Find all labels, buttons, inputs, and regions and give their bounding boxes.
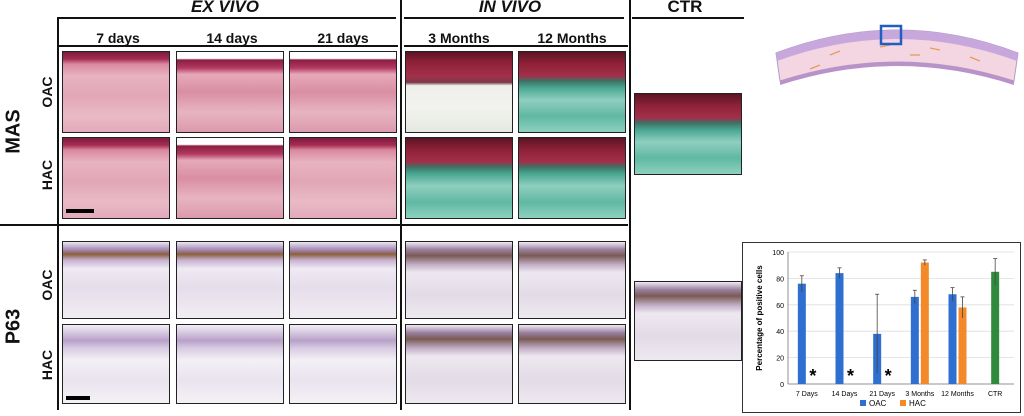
ex-vivo-header: EX VIVO (190, 0, 260, 16)
mas-hac-14days-image (176, 137, 284, 219)
p63-oac-7days-image (62, 241, 170, 319)
row-oac-p63: OAC (39, 269, 55, 301)
significance-asterisk: * (809, 366, 816, 386)
mas-hac-21days-image (289, 137, 397, 219)
cornea-diagram (775, 24, 1019, 85)
p63-hac-12months-image (518, 324, 626, 404)
divider-exvivo-invivo (400, 0, 402, 410)
col-rule-left (58, 45, 398, 47)
p63-ctr-image (634, 281, 742, 361)
y-tick-label: 20 (776, 356, 784, 363)
p63-scale-bar (66, 396, 90, 400)
group-mas-label: MAS (2, 109, 25, 154)
p63-oac-3months-image (405, 241, 513, 319)
x-tick-label: 21 Days (869, 391, 895, 398)
y-tick-label: 40 (776, 329, 784, 336)
p63-hac-14days-image (176, 324, 284, 404)
x-tick-label: 14 Days (832, 391, 858, 398)
in-vivo-rule (404, 17, 624, 19)
x-tick-label: 3 Months (905, 391, 934, 398)
ctr-header: CTR (667, 0, 703, 16)
in-vivo-header: IN VIVO (478, 0, 542, 16)
row-hac-p63: HAC (39, 349, 55, 381)
mas-oac-12months-image (518, 51, 626, 133)
x-tick-label: CTR (988, 391, 1002, 398)
y-tick-label: 80 (776, 276, 784, 283)
bar-hac (958, 307, 967, 384)
cornea-endothelium (780, 62, 1014, 85)
left-divider (57, 17, 59, 410)
mas-oac-7days-image (62, 51, 170, 133)
mas-ctr-image (634, 93, 742, 175)
bar-oac (797, 283, 806, 384)
region-of-interest-box (879, 24, 903, 46)
significance-asterisk: * (847, 366, 854, 386)
col-rule-right (404, 45, 628, 47)
legend-label-hac: HAC (909, 399, 926, 408)
bar-ctr (991, 271, 1000, 384)
p63-hac-3months-image (405, 324, 513, 404)
positive-cells-chart: 0 20 40 60 80 100 Percentage of positive cells… (755, 250, 1014, 408)
y-tick-label: 60 (776, 303, 784, 310)
col-3-months: 3 Months (428, 30, 490, 46)
p63-hac-21days-image (289, 324, 397, 404)
col-12-months: 12 Months (537, 30, 607, 46)
legend-label-oac: OAC (869, 399, 887, 408)
x-tick-label: 12 Months (941, 391, 974, 398)
mas-hac-7days-image (62, 137, 170, 219)
x-tick-label: 7 Days (796, 391, 818, 398)
y-axis-label: Percentage of positive cells (755, 265, 764, 371)
cornea-epithelium (776, 30, 1018, 61)
p63-hac-7days-image (62, 324, 170, 404)
bar-oac (835, 273, 844, 384)
col-14-days: 14 days (206, 30, 258, 46)
legend-swatch-hac (900, 400, 906, 406)
y-tick-label: 0 (780, 382, 784, 389)
bar-oac (948, 294, 957, 384)
mas-scale-bar (66, 209, 94, 213)
legend-swatch-oac (860, 400, 866, 406)
mas-oac-3months-image (405, 51, 513, 133)
col-7-days: 7 days (96, 30, 140, 46)
mas-oac-21days-image (289, 51, 397, 133)
bar-oac (910, 296, 919, 384)
significance-asterisk: * (885, 366, 892, 386)
p63-oac-12months-image (518, 241, 626, 319)
col-21-days: 21 days (317, 30, 369, 46)
row-hac-mas: HAC (39, 159, 55, 191)
ctr-rule (632, 17, 744, 19)
y-tick-label: 100 (772, 250, 784, 257)
ex-vivo-rule (58, 17, 396, 19)
chart-frame (742, 242, 1021, 413)
divider-invivo-ctr (629, 0, 631, 410)
p63-oac-21days-image (289, 241, 397, 319)
bar-hac (920, 262, 929, 384)
mas-oac-14days-image (176, 51, 284, 133)
group-rule (0, 224, 628, 226)
mas-hac-3months-image (405, 137, 513, 219)
group-p63-label: P63 (2, 308, 25, 345)
mas-hac-12months-image (518, 137, 626, 219)
p63-oac-14days-image (176, 241, 284, 319)
row-oac-mas: OAC (39, 76, 55, 108)
